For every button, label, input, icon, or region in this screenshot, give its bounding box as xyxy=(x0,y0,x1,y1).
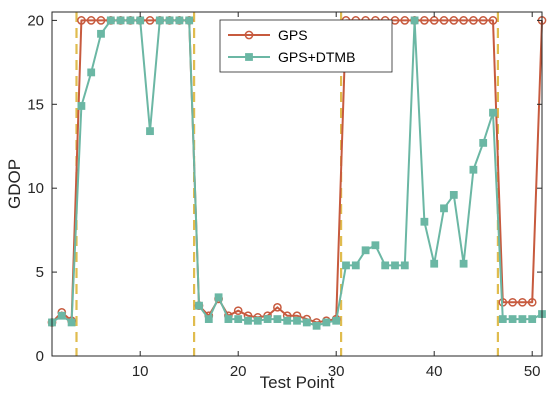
data-point xyxy=(244,316,252,325)
y-tick-label: 20 xyxy=(27,12,44,29)
data-point xyxy=(342,261,350,270)
data-point xyxy=(106,16,115,25)
data-point xyxy=(312,321,321,330)
data-point xyxy=(273,302,282,312)
data-point xyxy=(155,16,164,25)
data-point xyxy=(263,315,272,323)
data-point xyxy=(498,315,507,323)
data-point xyxy=(302,318,311,327)
y-tick-label: 0 xyxy=(36,348,44,365)
data-point xyxy=(508,315,517,323)
data-point xyxy=(459,16,468,25)
series-gps-dtmb xyxy=(48,16,546,330)
data-point xyxy=(518,297,527,307)
data-point xyxy=(77,16,86,25)
y-tick-label: 15 xyxy=(27,96,44,113)
x-tick-label: 20 xyxy=(230,363,247,380)
data-point xyxy=(508,297,517,307)
data-point xyxy=(332,316,341,325)
x-axis-label: Test Point xyxy=(260,373,335,392)
x-tick-label: 50 xyxy=(524,363,541,380)
data-point xyxy=(97,29,105,38)
y-tick-label: 10 xyxy=(27,180,44,197)
data-point xyxy=(204,315,213,323)
data-point xyxy=(283,316,292,325)
data-point xyxy=(478,16,488,25)
y-tick-label: 5 xyxy=(36,264,44,281)
data-point xyxy=(361,246,370,255)
data-point xyxy=(528,315,537,323)
data-point xyxy=(86,16,96,25)
legend-box xyxy=(219,19,393,73)
legend-label-gps: GPS xyxy=(278,27,308,43)
data-point xyxy=(391,261,399,270)
data-point xyxy=(234,315,243,323)
data-point xyxy=(165,16,174,25)
data-point xyxy=(488,16,498,25)
data-point xyxy=(351,261,360,270)
x-tick-label: 10 xyxy=(132,363,149,380)
data-point xyxy=(381,261,390,270)
x-tick-label: 30 xyxy=(328,363,345,380)
data-point xyxy=(136,16,145,25)
data-point xyxy=(214,293,223,302)
data-point xyxy=(145,16,155,25)
data-point xyxy=(195,301,203,310)
data-point xyxy=(469,16,478,25)
legend-label-gps-dtmb: GPS+DTMB xyxy=(278,49,355,65)
legend-marker-gps-dtmb xyxy=(245,53,253,61)
plot-frame xyxy=(51,11,543,357)
data-point xyxy=(293,316,301,325)
data-point xyxy=(322,318,331,327)
data-point xyxy=(175,16,184,25)
data-point xyxy=(489,108,497,117)
data-point xyxy=(479,138,488,147)
data-point xyxy=(96,16,106,25)
data-point xyxy=(371,241,380,250)
data-point xyxy=(518,315,527,323)
data-point xyxy=(224,315,233,323)
data-point xyxy=(527,297,537,307)
data-point xyxy=(116,16,125,25)
data-point xyxy=(273,315,282,323)
data-point xyxy=(439,16,449,25)
data-point xyxy=(87,68,96,77)
legend: GPS GPS+DTMB xyxy=(219,19,393,73)
data-point xyxy=(126,16,135,25)
data-point xyxy=(449,16,459,25)
x-tick-label: 40 xyxy=(426,363,443,380)
data-point xyxy=(185,16,194,25)
data-point xyxy=(469,165,478,174)
y-axis-label: GDOP xyxy=(5,159,24,209)
data-point xyxy=(400,16,410,25)
legend-entry-gps-dtmb: GPS+DTMB xyxy=(228,49,355,65)
data-point xyxy=(459,259,468,268)
legend-marker-gps xyxy=(244,30,254,40)
axis-ticks: 10 20 30 40 50 0 5 10 15 20 xyxy=(27,12,542,380)
data-point xyxy=(233,306,243,316)
data-point xyxy=(430,259,439,268)
legend-entry-gps: GPS xyxy=(228,27,308,43)
data-point xyxy=(440,204,448,213)
data-point xyxy=(410,16,419,25)
series-layer xyxy=(47,16,547,330)
data-point xyxy=(57,311,66,320)
data-point xyxy=(253,316,262,325)
data-point xyxy=(67,318,76,327)
data-point xyxy=(146,127,154,136)
data-point xyxy=(449,191,458,199)
data-point xyxy=(420,217,429,226)
data-point xyxy=(420,16,429,25)
data-point xyxy=(400,261,409,270)
data-point xyxy=(77,102,86,110)
